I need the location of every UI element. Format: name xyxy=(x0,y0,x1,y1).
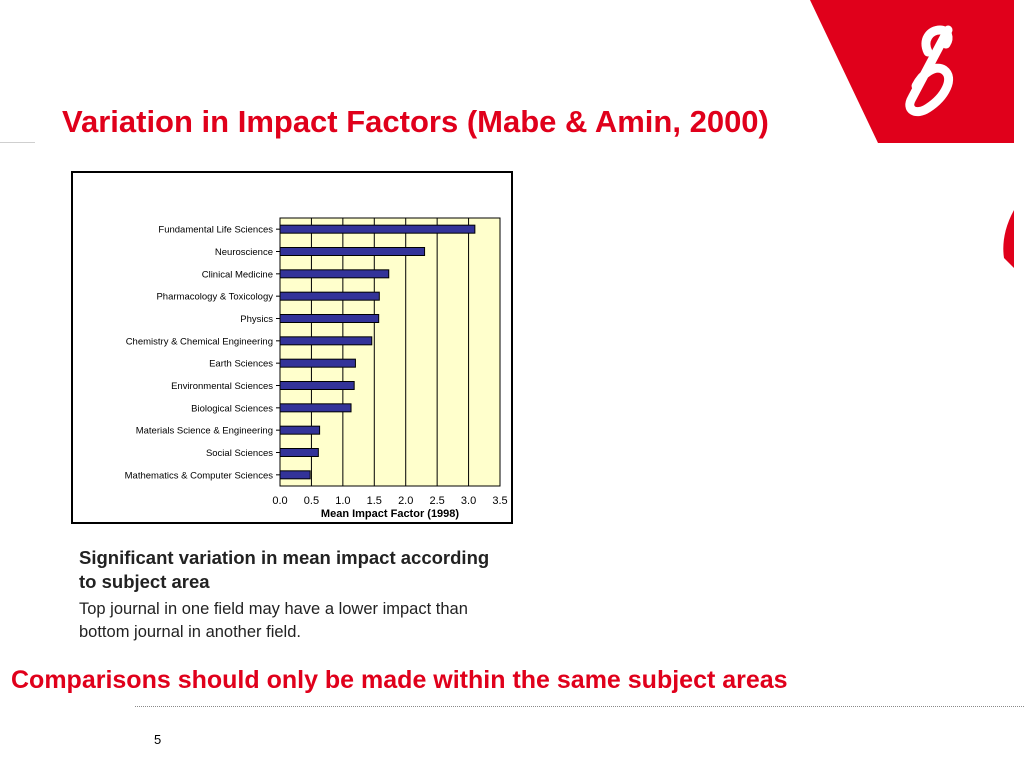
bar xyxy=(279,291,380,301)
x-axis-title: Mean Impact Factor (1998) xyxy=(321,508,459,520)
logo-red-shield xyxy=(810,0,1014,143)
logo-b-bowl xyxy=(905,25,954,117)
category-label: Earth Sciences xyxy=(209,359,273,370)
x-tick-label: 3.0 xyxy=(461,495,476,507)
category-label: Chemistry & Chemical Engineering xyxy=(126,336,273,347)
bar xyxy=(279,336,373,346)
bar xyxy=(279,425,321,435)
bar xyxy=(279,381,355,390)
chart-frame: 0.0 0.5 1.0 1.5 2.0 2.5 3.0 3.5 Fundamental Life… xyxy=(71,171,513,524)
bar xyxy=(279,403,352,413)
x-tick-label: 2.5 xyxy=(429,495,444,507)
category-label: Neuroscience xyxy=(215,247,273,258)
category-label: Environmental Sciences xyxy=(171,381,273,392)
category-label: Biological Sciences xyxy=(191,403,273,414)
category-label: Fundamental Life Sciences xyxy=(158,225,273,236)
category-label: Pharmacology & Toxicology xyxy=(156,292,273,303)
page-number: 5 xyxy=(154,732,162,747)
body-heading: Significant variation in mean impact acc… xyxy=(79,547,490,592)
bar xyxy=(279,247,426,256)
bar xyxy=(279,314,380,323)
conclusion-text: Comparisons should only be made within t… xyxy=(11,666,788,694)
bar xyxy=(279,224,476,234)
bar xyxy=(279,448,319,457)
impact-factor-bar-chart: 0.0 0.5 1.0 1.5 2.0 2.5 3.0 3.5 Fundamental Life… xyxy=(125,217,508,520)
title-rule xyxy=(0,142,35,143)
x-tick-label: 1.5 xyxy=(367,495,382,507)
x-tick-label: 0.5 xyxy=(304,495,319,507)
category-label: Mathematics & Computer Sciences xyxy=(125,470,274,481)
x-tick-label: 1.0 xyxy=(335,495,350,507)
bar xyxy=(279,269,390,279)
plot-area xyxy=(279,217,501,487)
category-label: Materials Science & Engineering xyxy=(136,426,273,437)
bar xyxy=(279,470,311,480)
bar xyxy=(279,358,356,368)
body-text: Top journal in one field may have a lowe… xyxy=(79,600,468,641)
category-label: Clinical Medicine xyxy=(202,269,273,280)
x-tick-label: 2.0 xyxy=(398,495,413,507)
slide-title: Variation in Impact Factors (Mabe & Amin… xyxy=(62,104,769,139)
x-tick-label: 0.0 xyxy=(272,495,287,507)
footer-rule xyxy=(135,706,1024,707)
logo xyxy=(810,0,1014,268)
category-label: Social Sciences xyxy=(206,448,273,459)
x-tick-label: 3.5 xyxy=(492,495,507,507)
logo-edge-fragment xyxy=(1003,210,1014,268)
category-label: Physics xyxy=(240,314,273,325)
